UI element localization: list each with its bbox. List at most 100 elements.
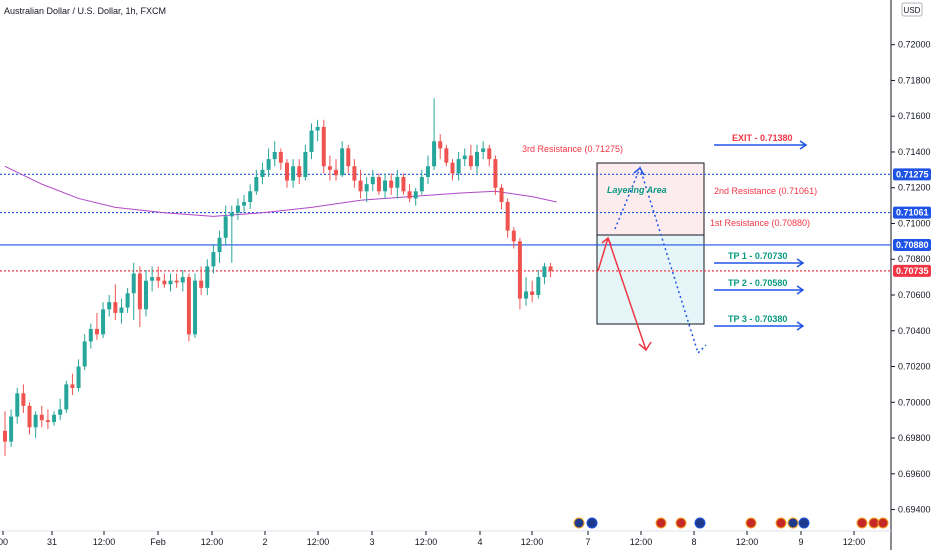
- x-tick-label: 31: [47, 537, 57, 547]
- candle-body: [334, 169, 339, 176]
- candle-body: [376, 177, 381, 192]
- layering-area-label: Layering Area: [607, 185, 667, 195]
- candle-body: [101, 309, 106, 335]
- candle-body: [150, 277, 155, 281]
- candle-body: [487, 148, 492, 160]
- flag-us-icon: [675, 517, 687, 529]
- x-tick-label: 2: [262, 537, 267, 547]
- tp3-label: TP 3 - 0.70380: [728, 314, 787, 324]
- candle-body: [346, 148, 351, 167]
- y-tick-label: 0.72000: [898, 40, 931, 50]
- candle-body: [340, 148, 345, 176]
- candles-layer: [3, 98, 553, 456]
- y-tick-label: 0.69800: [898, 433, 931, 443]
- candle-body: [401, 177, 406, 192]
- price-tag-label: 0.70735: [896, 266, 929, 276]
- candle-body: [303, 151, 308, 177]
- candle-body: [370, 177, 375, 185]
- candle-body: [162, 280, 167, 285]
- candle-body: [438, 141, 443, 149]
- candle-body: [242, 202, 247, 206]
- candle-body: [27, 405, 32, 428]
- time-axis-ticks[interactable]: 00 31 12:00 Feb 12:00 2 12:00 3 12:00 4 12:00 7 12:0…: [0, 531, 865, 547]
- candle-body: [248, 191, 253, 203]
- layering-projection-path: [614, 165, 707, 355]
- candle-body: [450, 162, 455, 174]
- candle-body: [137, 273, 142, 310]
- layering-zone: [596, 162, 705, 236]
- candle-body: [548, 266, 553, 271]
- price-tags-layer: 0.71275 0.71061 0.70880 0.70735: [893, 168, 931, 277]
- y-tick-label: 0.70800: [898, 254, 931, 264]
- candle-body: [278, 151, 283, 163]
- x-tick-label: 7: [585, 537, 590, 547]
- flag-au-icon: [694, 517, 706, 529]
- y-tick-label: 0.69600: [898, 469, 931, 479]
- candle-body: [64, 384, 69, 410]
- price-tag-label: 0.71061: [896, 208, 929, 218]
- y-tick-label: 0.70200: [898, 362, 931, 372]
- candle-body: [260, 169, 265, 177]
- x-tick-label: 12:00: [93, 537, 116, 547]
- candle-body: [82, 341, 87, 367]
- candle-body: [475, 151, 480, 167]
- x-tick-label: 12:00: [307, 537, 330, 547]
- candle-body: [125, 293, 130, 308]
- flag-us-icon: [856, 517, 868, 529]
- resistance-2-label: 2nd Resistance (0.71061): [714, 186, 817, 196]
- moving-average-layer: [4, 165, 557, 217]
- candle-body: [217, 237, 222, 253]
- take-profit-zone: [596, 234, 705, 325]
- x-tick-label: 12:00: [736, 537, 759, 547]
- flag-us-icon: [655, 517, 667, 529]
- candle-body: [419, 177, 424, 192]
- chart-title: Australian Dollar / U.S. Dollar, 1h, FXC…: [4, 6, 166, 16]
- candle-body: [205, 266, 210, 288]
- y-tick-label: 0.70600: [898, 290, 931, 300]
- candle-body: [39, 414, 44, 421]
- candle-body: [272, 151, 277, 160]
- candle-body: [113, 302, 118, 313]
- candle-body: [199, 280, 204, 288]
- candle-body: [76, 366, 81, 388]
- candle-body: [9, 416, 14, 442]
- candle-body: [223, 216, 228, 238]
- candle-body: [499, 187, 504, 203]
- candle-body: [107, 302, 112, 310]
- y-tick-label: 0.71400: [898, 147, 931, 157]
- x-tick-label: 12:00: [201, 537, 224, 547]
- candle-body: [52, 414, 57, 422]
- candle-body: [186, 277, 191, 335]
- candle-body: [413, 191, 418, 199]
- bearish-projection-arrowhead: [638, 341, 652, 352]
- event-flags[interactable]: [573, 517, 889, 529]
- candle-body: [94, 328, 99, 335]
- bearish-projection-arrow: [607, 237, 647, 351]
- x-tick-label: 9: [798, 537, 803, 547]
- tp1-target-arrow: [714, 258, 805, 268]
- resistance-1-label: 1st Resistance (0.70880): [710, 218, 810, 228]
- y-tick-label: 0.71200: [898, 183, 931, 193]
- flag-au-icon: [586, 517, 598, 529]
- currency-box[interactable]: [901, 2, 923, 17]
- candle-body: [131, 273, 136, 294]
- candle-body: [266, 159, 271, 170]
- candle-body: [383, 180, 388, 192]
- price-tag: [893, 168, 931, 181]
- candle-body: [407, 191, 412, 199]
- candle-body: [456, 159, 461, 174]
- x-tick-label: 12:00: [521, 537, 544, 547]
- candle-body: [327, 166, 332, 170]
- candle-body: [88, 328, 93, 342]
- price-axis-ticks[interactable]: 0.72000 0.71800 0.71600 0.71400 0.71200 0.710…: [891, 40, 931, 515]
- y-tick-label: 0.69400: [898, 505, 931, 515]
- candle-body: [444, 148, 449, 163]
- layering-projection-arrowhead: [633, 166, 645, 176]
- candle-body: [542, 266, 547, 278]
- candle-body: [3, 430, 7, 442]
- candle-body: [493, 159, 498, 188]
- candle-body: [530, 291, 535, 295]
- candle-body: [352, 166, 357, 181]
